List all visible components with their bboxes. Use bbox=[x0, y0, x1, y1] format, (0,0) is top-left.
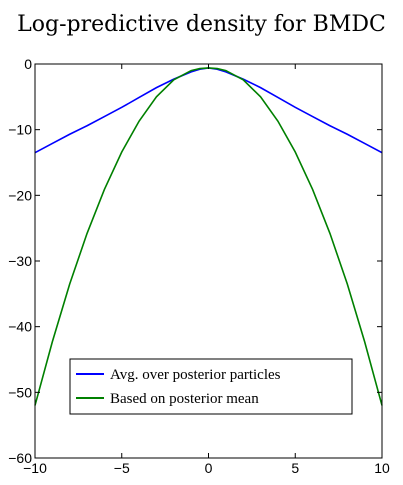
series-line-avg bbox=[34, 67, 383, 154]
y-tick-label: −10 bbox=[8, 122, 32, 138]
legend-label-avg: Avg. over posterior particles bbox=[110, 367, 281, 383]
x-tick-label: −5 bbox=[114, 460, 130, 476]
y-tick-label: −60 bbox=[8, 450, 32, 466]
y-tick-label: −30 bbox=[8, 253, 32, 269]
y-tick-label: 0 bbox=[24, 56, 32, 72]
y-tick-label: −40 bbox=[8, 319, 32, 335]
legend-label-mean: Based on posterior mean bbox=[110, 391, 259, 407]
x-tick-label: 5 bbox=[291, 460, 299, 476]
chart-title: Log-predictive density for BMDC bbox=[17, 12, 386, 37]
x-tick-label: −10 bbox=[23, 460, 47, 476]
series-line-mean bbox=[34, 67, 383, 406]
legend: Avg. over posterior particles Based on p… bbox=[69, 358, 353, 415]
x-tick-label: 10 bbox=[374, 460, 390, 476]
y-tick-label: −20 bbox=[8, 187, 32, 203]
legend-box bbox=[69, 358, 353, 415]
y-tick-label: −50 bbox=[8, 384, 32, 400]
x-tick-label: 0 bbox=[205, 460, 213, 476]
